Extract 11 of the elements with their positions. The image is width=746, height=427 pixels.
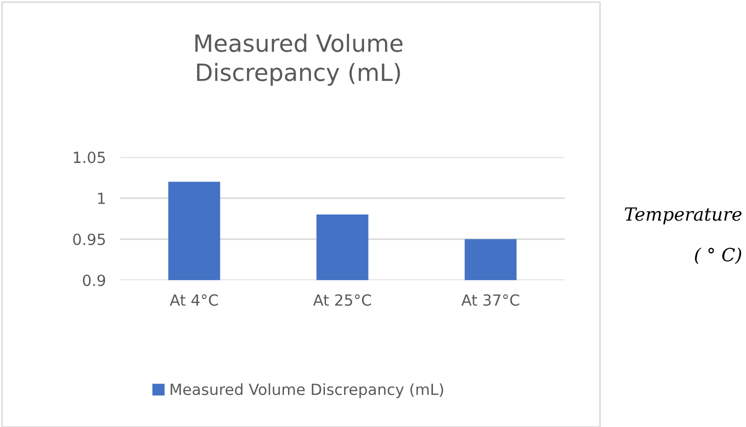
y-tick-label: 0.95 [73, 234, 105, 246]
legend-label: Measured Volume Discrepancy (mL) [170, 383, 444, 398]
y-tick-label: 1 [98, 192, 105, 204]
y-tick-label: 1.05 [74, 152, 105, 164]
text: ( ° C) [695, 247, 742, 264]
text: Temperature [624, 207, 742, 224]
x-tick-label: At 25°C [313, 294, 371, 306]
x-tick-label: At 4°C [170, 294, 218, 306]
x-tick-label: At 37°C [461, 294, 520, 306]
y-tick-label: 0.9 [82, 274, 106, 286]
chart-title: Measured Volume Discrepancy (mL) [195, 34, 402, 86]
